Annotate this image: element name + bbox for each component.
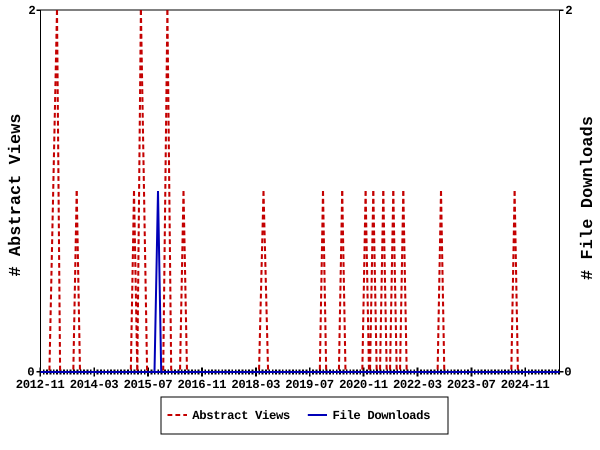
svg-text:2019-07: 2019-07: [285, 378, 334, 392]
svg-text:2020-11: 2020-11: [339, 378, 388, 392]
svg-text:2: 2: [28, 4, 35, 18]
svg-text:Abstract Views: Abstract Views: [192, 409, 290, 423]
svg-text:2018-03: 2018-03: [231, 378, 280, 392]
svg-text:# Abstract Views: # Abstract Views: [7, 114, 26, 277]
svg-text:2024-11: 2024-11: [501, 378, 550, 392]
svg-text:2012-11: 2012-11: [16, 378, 65, 392]
svg-text:File Downloads: File Downloads: [333, 409, 431, 423]
svg-text:2023-07: 2023-07: [447, 378, 496, 392]
svg-text:# File Downloads: # File Downloads: [579, 116, 598, 280]
svg-text:0: 0: [564, 366, 571, 380]
svg-text:0: 0: [27, 366, 34, 380]
svg-text:2014-03: 2014-03: [70, 378, 119, 392]
svg-text:2022-03: 2022-03: [393, 378, 442, 392]
svg-text:2015-07: 2015-07: [124, 378, 173, 392]
svg-text:2: 2: [565, 4, 572, 18]
svg-text:2016-11: 2016-11: [178, 378, 227, 392]
